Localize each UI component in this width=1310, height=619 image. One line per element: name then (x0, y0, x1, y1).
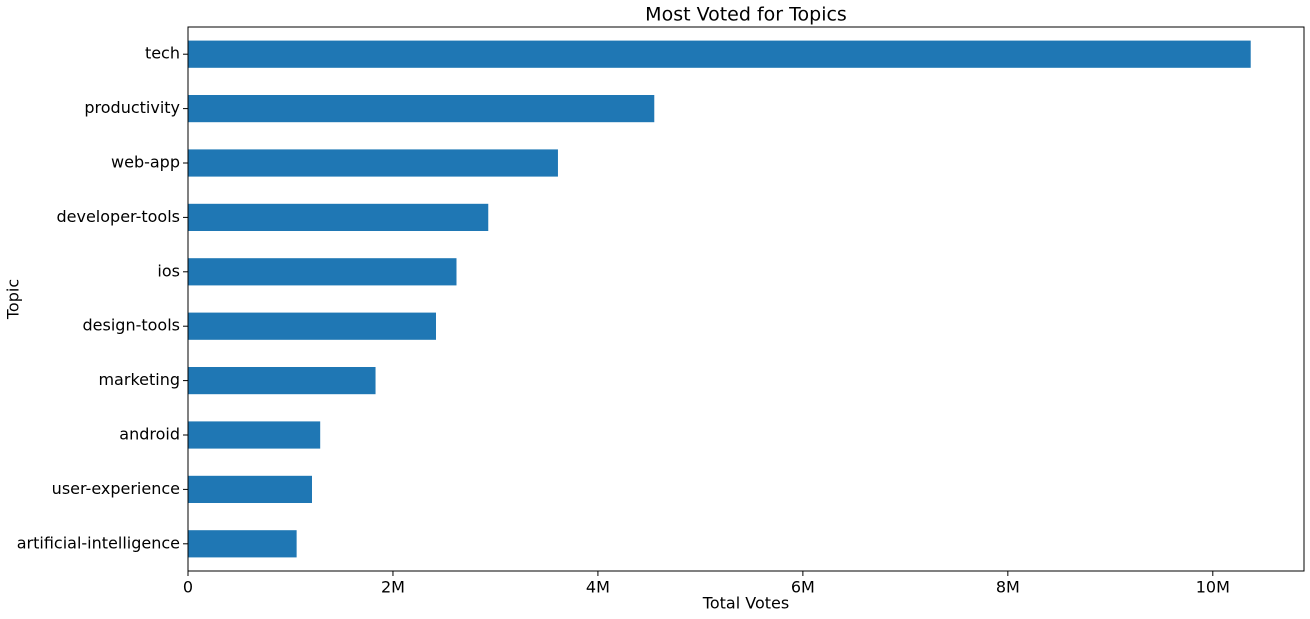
x-tick-label: 0 (183, 578, 193, 597)
x-tick-label: 6M (791, 578, 815, 597)
x-tick-label: 8M (996, 578, 1020, 597)
y-tick-label: developer-tools (56, 207, 180, 226)
bar (188, 258, 457, 286)
bar (188, 95, 655, 123)
x-tick-label: 10M (1196, 578, 1230, 597)
bar (188, 475, 312, 503)
bar (188, 312, 436, 340)
plot-frame (187, 26, 1305, 572)
y-tick-label: marketing (98, 370, 180, 389)
x-tick-label: 4M (586, 578, 610, 597)
y-tick-label: android (119, 425, 180, 444)
bar (188, 203, 489, 231)
y-tick-label: web-app (111, 153, 180, 172)
y-axis-label: Topic (4, 279, 23, 320)
x-axis-label: Total Votes (702, 594, 789, 613)
y-tick-label: ios (157, 261, 180, 280)
chart-title: Most Voted for Topics (645, 4, 847, 26)
y-tick-label: design-tools (83, 316, 180, 335)
bar (188, 421, 321, 449)
y-tick-label: artificial-intelligence (17, 533, 180, 552)
bar (188, 149, 558, 177)
y-tick-label: user-experience (52, 479, 180, 498)
x-tick-label: 2M (381, 578, 405, 597)
y-tick-label: productivity (84, 98, 180, 117)
bar (188, 40, 1251, 68)
y-tick-label: tech (145, 44, 180, 63)
bar (188, 367, 376, 395)
bar (188, 530, 297, 558)
